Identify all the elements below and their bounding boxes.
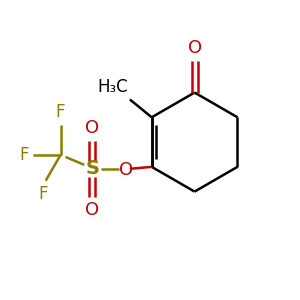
Text: O: O: [119, 161, 133, 179]
Text: F: F: [19, 146, 29, 164]
Text: S: S: [85, 159, 99, 178]
Text: F: F: [56, 103, 65, 121]
Text: O: O: [85, 200, 99, 218]
Text: O: O: [85, 119, 99, 137]
Text: O: O: [188, 39, 202, 57]
Text: H₃C: H₃C: [97, 77, 128, 95]
Text: F: F: [38, 185, 47, 203]
